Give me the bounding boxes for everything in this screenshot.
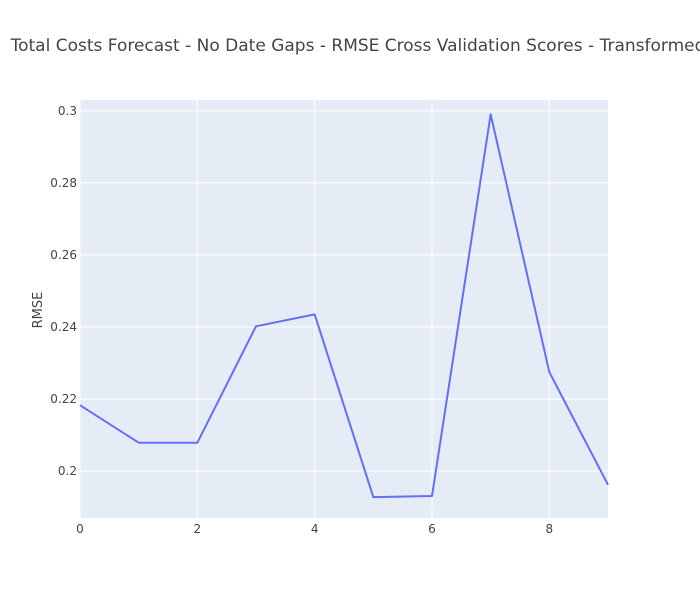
y-tick-label: 0.3 <box>58 104 77 118</box>
x-tick-label: 4 <box>311 522 319 536</box>
y-axis-label: RMSE <box>31 292 46 329</box>
y-tick-label: 0.2 <box>58 464 77 478</box>
chart-title: Total Costs Forecast - No Date Gaps - RM… <box>10 36 700 56</box>
x-tick-label: 0 <box>76 522 84 536</box>
y-tick-label: 0.26 <box>50 248 77 262</box>
tick-labels: 0 2 4 6 8 0.2 0.22 0.24 0.26 0.28 0.3 <box>50 104 553 536</box>
plot-area <box>80 100 608 518</box>
x-tick-label: 6 <box>428 522 436 536</box>
y-tick-label: 0.22 <box>50 392 77 406</box>
grid-lines <box>79 100 608 518</box>
series-layer <box>79 113 609 499</box>
y-tick-label: 0.24 <box>50 320 77 334</box>
x-tick-label: 2 <box>194 522 202 536</box>
y-tick-label: 0.28 <box>50 176 77 190</box>
x-tick-label: 8 <box>546 522 554 536</box>
series-line <box>79 113 609 499</box>
